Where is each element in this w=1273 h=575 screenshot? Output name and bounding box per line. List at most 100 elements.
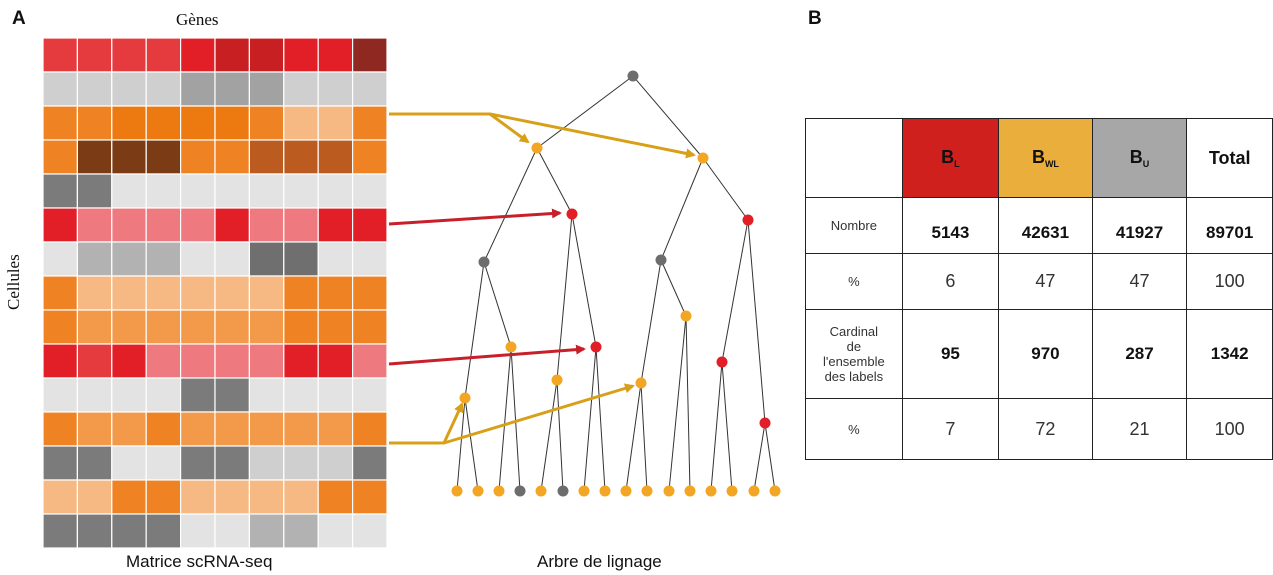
heatmap-cell [76,377,113,413]
heatmap-cell [214,275,251,311]
tree-edge [710,361,723,492]
heatmap-cell [248,241,285,277]
heatmap-cell [76,105,113,141]
tree-leaf-node [578,485,590,497]
table-cell: 47 [1091,253,1188,310]
heatmap-cell [42,411,79,447]
tree-node [531,142,543,154]
lineage-tree-edges [456,75,776,492]
table-cell: 1342 [1186,309,1273,399]
tree-node [459,392,471,404]
tree-node [590,341,602,353]
heatmap-cell [76,173,113,209]
heatmap-cell [42,71,79,107]
heatmap-cell [317,139,354,175]
heatmap-cell [283,71,319,107]
heatmap-cell [317,445,354,481]
heatmap-cell [352,445,388,481]
table-row: Nombre 5143 42631 41927 89701 [805,197,1273,254]
heatmap-cell [352,71,388,107]
table-row: % 7 72 21 100 [805,398,1273,460]
tree-edge [498,346,512,492]
tree-edge [571,213,597,348]
heatmap-cell [214,71,251,107]
tree-edge [595,346,606,492]
heatmap-cell [352,207,388,243]
tree-edge [747,219,766,424]
tree-node [716,356,728,368]
heatmap-cell [42,207,79,243]
tree-node [478,256,490,268]
scrna-seq-heatmap [42,37,388,549]
heatmap-cell [317,309,354,345]
heatmap-cell [145,479,182,515]
heatmap-cell [283,377,319,413]
heatmap-cell [214,309,251,345]
heatmap-cell [42,139,79,175]
heatmap-cell [214,37,251,73]
heatmap-cell [180,275,216,311]
heatmap-cell [145,105,182,141]
label-statistics-table: BL BWL BU Total Nombre 5143 42631 41927 … [805,118,1273,460]
heatmap-cell [180,445,216,481]
header-blank-cell [805,118,903,198]
tree-edge [583,346,597,492]
heatmap-cell [248,309,285,345]
heatmap-cell [111,105,147,141]
heatmap-cell [180,139,216,175]
heatmap-cell [352,139,388,175]
tree-edge [660,259,687,317]
lineage-tree-nodes [451,70,781,497]
heatmap-cell [248,207,285,243]
table-cell: 7 [901,398,1000,460]
heatmap-cell [76,139,113,175]
heatmap-cell [283,445,319,481]
heatmap-cell [111,173,147,209]
heatmap-cell [76,241,113,277]
mapping-arrow [389,402,464,445]
table-cell: 970 [998,309,1093,399]
tree-leaf-node [493,485,505,497]
header-bl-cell: BL [901,118,1000,198]
heatmap-cell [352,411,388,447]
tree-leaf-node [535,485,547,497]
heatmap-cell [214,139,251,175]
tree-edge [536,75,634,149]
heatmap-cell [214,105,251,141]
tree-node [655,254,667,266]
heatmap-cell [317,241,354,277]
heatmap-cell [111,377,147,413]
header-bwl-label: BWL [1031,147,1059,169]
tree-node [566,208,578,220]
heatmap-cell [317,71,354,107]
heatmap-cell [42,37,79,73]
table-cell: 100 [1186,398,1273,460]
tree-node [505,341,517,353]
heatmap-cell [180,241,216,277]
tree-node [697,152,709,164]
header-bu-cell: BU [1091,118,1188,198]
heatmap-cell [283,343,319,379]
heatmap-cell [111,445,147,481]
heatmap-cell [145,173,182,209]
heatmap-cell [283,411,319,447]
panel-b-letter: B [808,8,822,29]
heatmap-cell [42,445,79,481]
heatmap-cell [317,105,354,141]
heatmap-cell [317,207,354,243]
tree-edge [640,382,648,492]
heatmap-cell [76,71,113,107]
tree-edge [510,346,521,492]
heatmap-cell [145,37,182,73]
tree-edge [721,361,733,492]
header-bwl-cell: BWL [998,118,1093,198]
heatmap-cell [42,343,79,379]
tree-edge [685,315,691,492]
heatmap-cell [42,173,79,209]
table-header-row: BL BWL BU Total [805,118,1273,198]
row-label: % [805,398,903,460]
heatmap-cell [317,377,354,413]
heatmap-cell [76,479,113,515]
heatmap-cell [145,241,182,277]
table-cell: 100 [1186,253,1273,310]
